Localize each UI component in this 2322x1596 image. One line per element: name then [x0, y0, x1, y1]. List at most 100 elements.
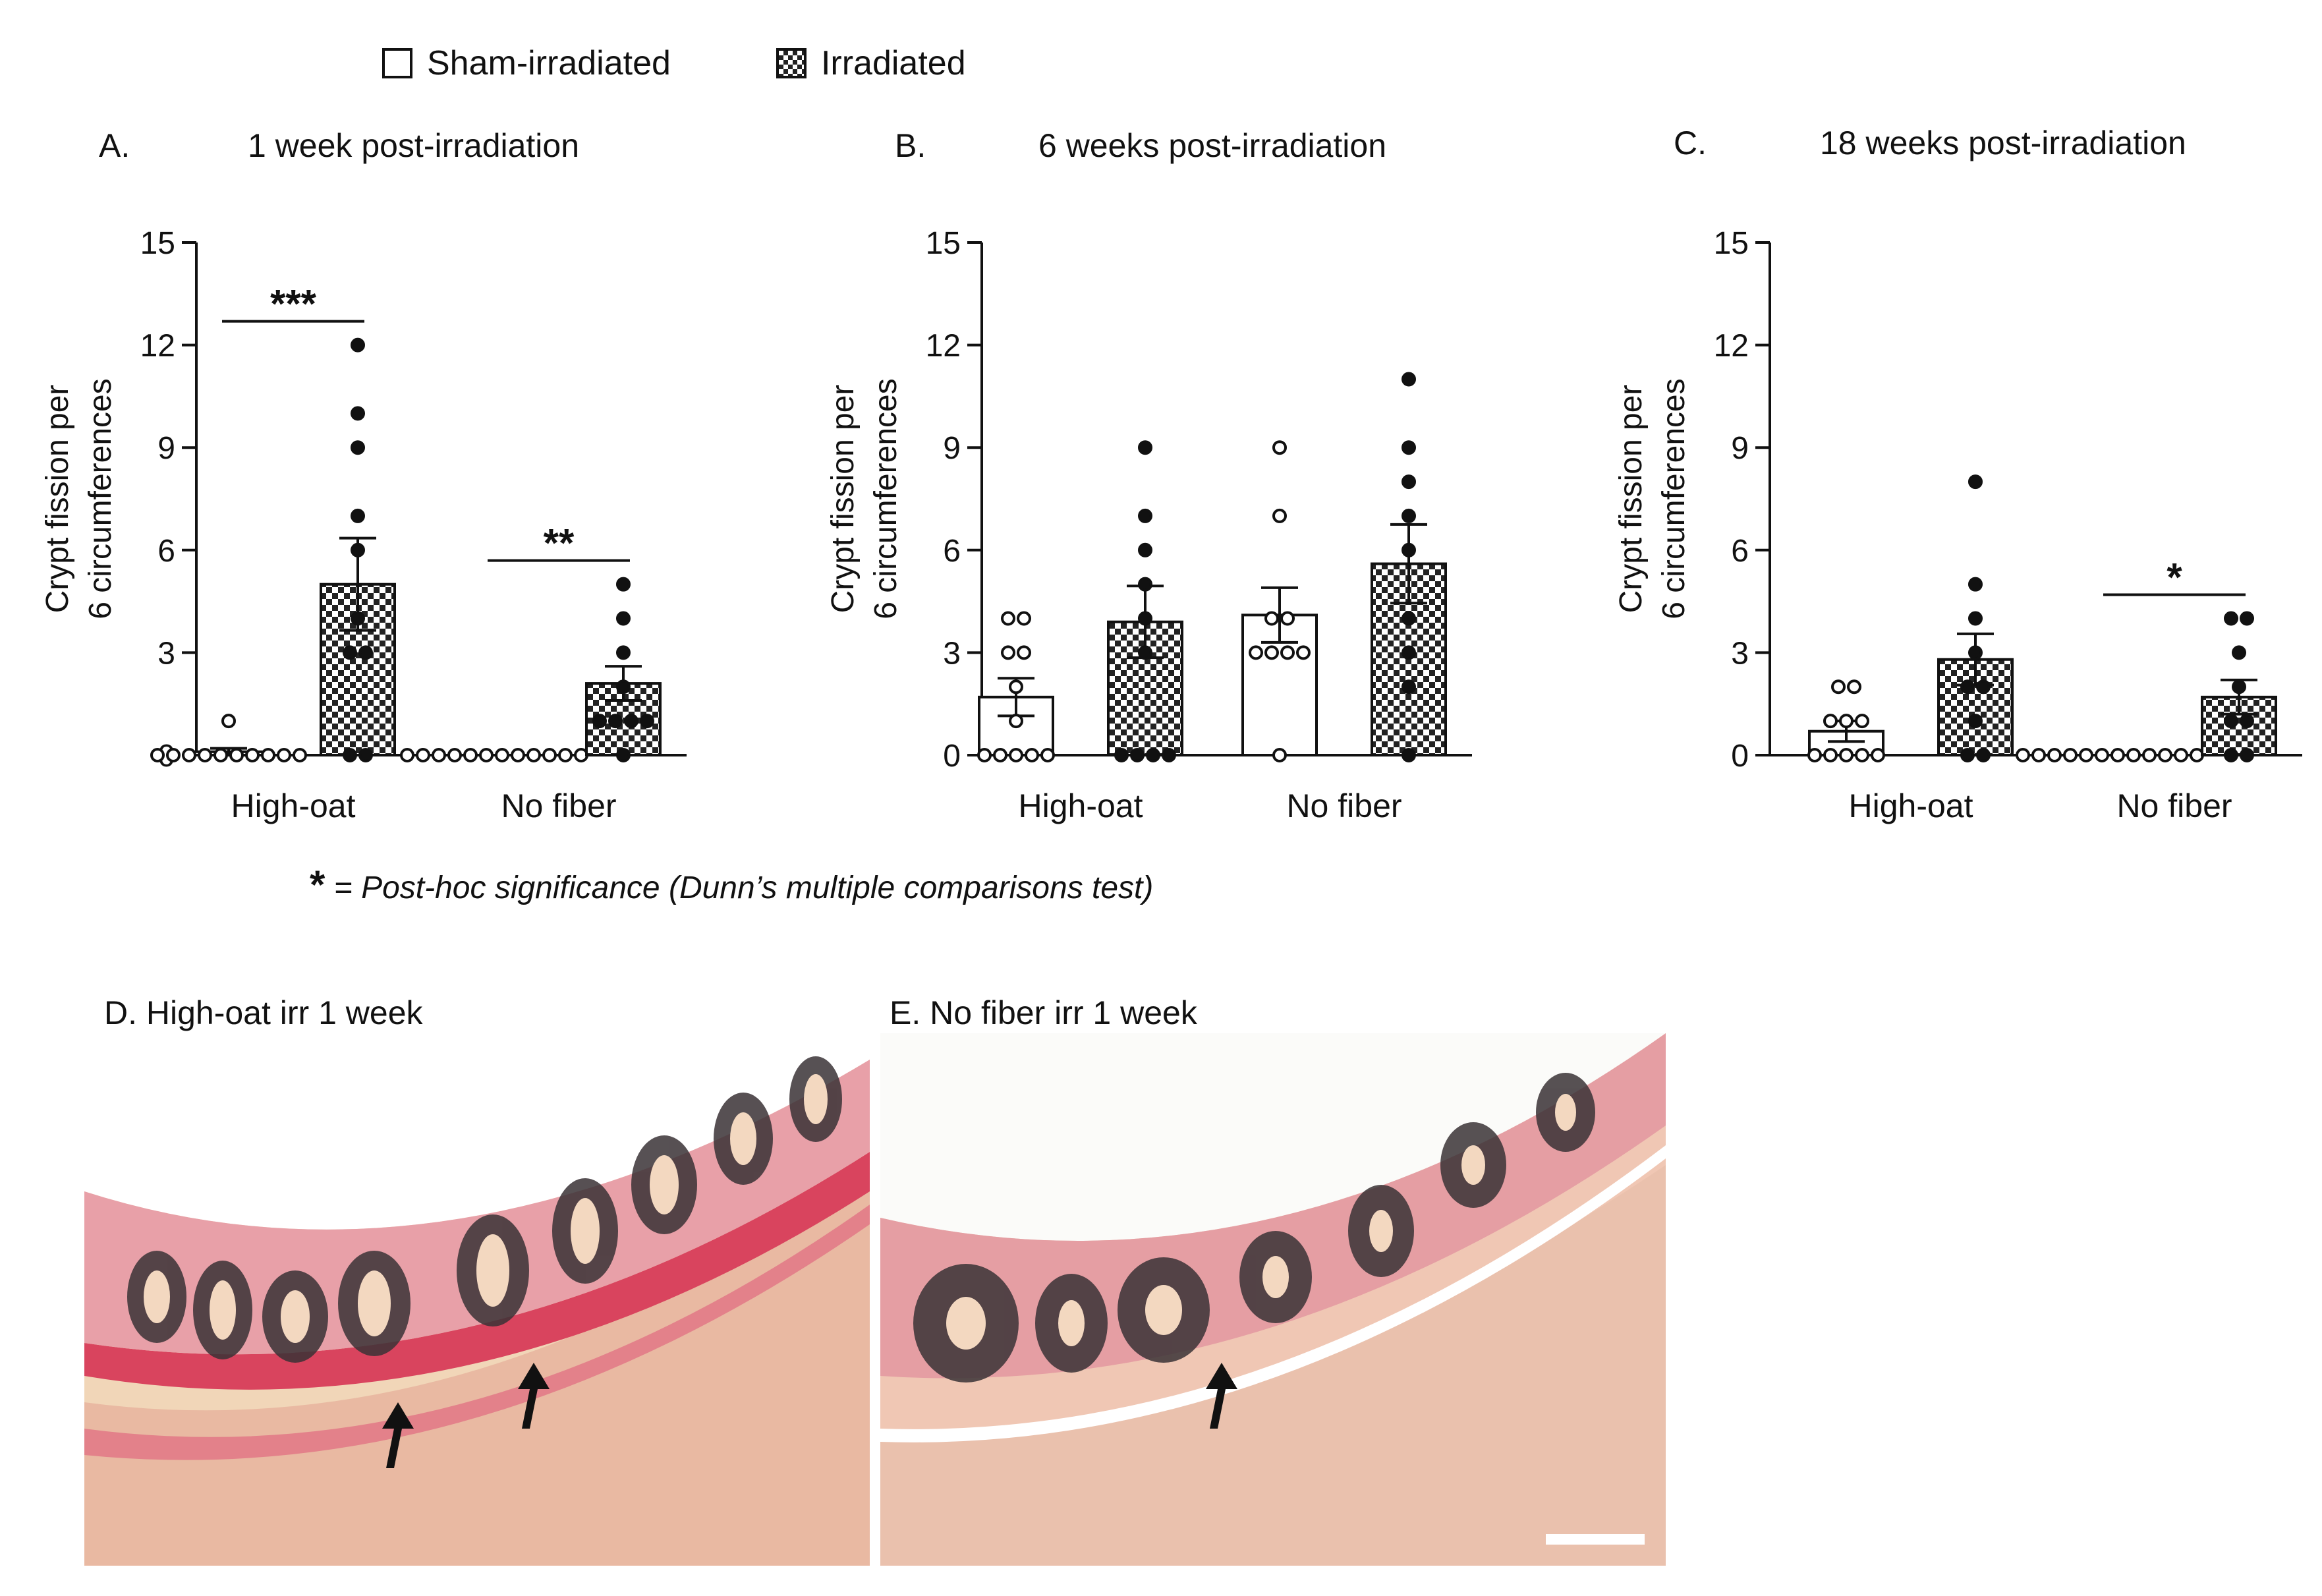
- chart-c-ylabel-line2: 6 circumferences: [1657, 378, 1691, 619]
- chart-b-point-sham-0-8: [1017, 645, 1031, 660]
- chart-c-y-tick-label-0: 0: [1731, 739, 1749, 774]
- chart-a-point-sham-1-6: [495, 748, 509, 762]
- chart-b-point-sham-0-4: [1040, 748, 1055, 762]
- chart-c-point-sham-0-6: [1839, 714, 1854, 729]
- histology-e-serosa: [880, 1165, 1666, 1566]
- chart-a-point-sham-1-1: [416, 748, 430, 762]
- chart-b-point-sham-0-7: [1001, 645, 1015, 660]
- chart-a-category-label-0: High-oat: [231, 787, 356, 824]
- chart-b-ylabel-line1: Crypt fission per: [826, 385, 861, 613]
- chart-a-point-irr-0-2: [343, 645, 357, 660]
- chart-b-point-sham-1-4: [1296, 645, 1311, 660]
- chart-c-point-sham-0-4: [1871, 748, 1885, 762]
- chart-c-category-label-0: High-oat: [1849, 787, 1973, 824]
- chart-a-point-sham-1-10: [558, 748, 573, 762]
- chart-c-point-irr-0-1: [1976, 748, 1991, 762]
- panel-b-title: 6 weeks post-irradiation: [1038, 127, 1387, 164]
- histology-e-arrows: [1206, 1363, 1237, 1429]
- chart-a-point-sham-1-2: [432, 748, 446, 762]
- chart-b-point-irr-1-6: [1402, 474, 1416, 490]
- chart-b-y-tick-label-4: 12: [926, 329, 961, 364]
- chart-b-point-irr-0-4: [1138, 645, 1152, 660]
- chart-a-point-irr-0-7: [351, 440, 365, 455]
- chart-b-y-tick-label-0: 0: [943, 739, 961, 774]
- chart-b-point-sham-1-1: [1249, 645, 1263, 660]
- chart-c-point-sham-1-9: [2158, 748, 2172, 762]
- chart-b-point-irr-0-5: [1138, 611, 1152, 626]
- chart-a-point-irr-0-8: [351, 406, 365, 421]
- chart-b-y-tick-label-5: 15: [926, 226, 961, 261]
- chart-c-point-irr-1-7: [2240, 611, 2254, 626]
- chart-b-point-sham-0-0: [977, 748, 992, 762]
- chart-c-y-tick-label-4: 12: [1714, 329, 1749, 364]
- chart-a-ylabel-line2: 6 circumferences: [83, 378, 118, 619]
- chart-a-category-label-1: No fiber: [501, 787, 616, 824]
- chart-c-point-irr-0-0: [1960, 748, 1975, 762]
- chart-c-point-sham-1-0: [2016, 748, 2030, 762]
- chart-b-ylabel-line2: 6 circumferences: [868, 378, 903, 619]
- chart-b-y-tick-label-2: 6: [943, 534, 961, 569]
- histology-d-label: D. High-oat irr 1 week: [104, 994, 423, 1031]
- chart-a-ylabel-line1: Crypt fission per: [40, 385, 75, 613]
- histology-e-image: [880, 1033, 1666, 1566]
- footnote: * = Post-hoc significance (Dunn’s multip…: [310, 862, 1153, 907]
- chart-a-point-sham-1-5: [479, 748, 494, 762]
- chart-c-point-irr-0-6: [1968, 611, 1983, 626]
- chart-a-point-sham-0-8: [277, 748, 291, 762]
- chart-a-y-tick-label-5: 15: [140, 226, 175, 261]
- chart-a-point-irr-0-3: [358, 645, 373, 660]
- chart-c-point-sham-0-8: [1831, 679, 1846, 695]
- chart-a-point-irr-1-6: [616, 645, 631, 660]
- chart-b-point-irr-1-3: [1402, 611, 1416, 626]
- chart-b-y-tick-label-3: 9: [943, 431, 961, 466]
- chart-c-point-sham-0-7: [1855, 714, 1869, 729]
- chart-a-significance-label-0: ***: [270, 282, 317, 326]
- chart-c-significance-label-0: *: [2166, 556, 2182, 600]
- chart-b-point-sham-0-10: [1017, 611, 1031, 626]
- legend: Sham-irradiated Irradiated: [382, 43, 1071, 83]
- chart-c-y-tick-label-2: 6: [1731, 534, 1749, 569]
- chart-c-category-label-1: No fiber: [2116, 787, 2232, 824]
- chart-a-point-sham-1-9: [542, 748, 557, 762]
- chart-b-point-sham-0-2: [1009, 748, 1023, 762]
- chart-b-point-irr-1-1: [1402, 679, 1416, 695]
- chart-a-point-sham-0-6: [245, 748, 260, 762]
- chart-c-y-tick-label-5: 15: [1714, 226, 1749, 261]
- histology-d-arrow-2: [518, 1363, 550, 1429]
- chart-c-y-tick-label-3: 9: [1731, 431, 1749, 466]
- chart-b-point-irr-1-0: [1402, 748, 1416, 762]
- chart-c-point-irr-1-0: [2224, 748, 2238, 762]
- chart-c-point-irr-0-7: [1968, 577, 1983, 592]
- histology-d-image: [84, 1033, 870, 1566]
- chart-a-point-irr-0-0: [343, 748, 357, 762]
- chart-c-point-sham-1-1: [2031, 748, 2046, 762]
- chart-b-point-sham-0-1: [993, 748, 1007, 762]
- chart-b-point-sham-1-6: [1280, 611, 1295, 626]
- chart-c-point-sham-1-6: [2110, 748, 2125, 762]
- chart-a-point-irr-1-5: [616, 679, 631, 695]
- chart-a-point-sham-1-4: [463, 748, 478, 762]
- chart-b-point-sham-1-3: [1280, 645, 1295, 660]
- histology-e-label: E. No fiber irr 1 week: [890, 994, 1197, 1031]
- chart-c-point-irr-0-4: [1976, 679, 1991, 695]
- chart-c-point-sham-0-2: [1839, 748, 1854, 762]
- panel-c-label: C.: [1674, 125, 1707, 161]
- chart-c-point-sham-1-5: [2095, 748, 2109, 762]
- chart-a-point-irr-1-2: [608, 714, 623, 729]
- chart-c-point-sham-1-2: [2047, 748, 2062, 762]
- chart-c-point-irr-0-2: [1968, 714, 1983, 729]
- histology-d-svg: [84, 1033, 870, 1566]
- chart-b-point-sham-1-0: [1272, 748, 1287, 762]
- chart-a-point-irr-1-4: [640, 714, 654, 729]
- chart-b-point-irr-1-2: [1402, 645, 1416, 660]
- chart-a-point-sham-1-8: [526, 748, 541, 762]
- chart-c-point-irr-1-5: [2232, 645, 2246, 660]
- chart-a-point-irr-0-5: [351, 542, 365, 557]
- chart-b-point-sham-1-2: [1264, 645, 1279, 660]
- chart-a-y-tick-label-2: 6: [157, 534, 175, 569]
- chart-c-point-sham-0-3: [1855, 748, 1869, 762]
- chart-c-point-irr-0-5: [1968, 645, 1983, 660]
- chart-b-point-irr-1-7: [1402, 440, 1416, 455]
- legend-swatch-irradiated: [776, 48, 807, 78]
- chart-a-point-irr-1-3: [624, 714, 638, 729]
